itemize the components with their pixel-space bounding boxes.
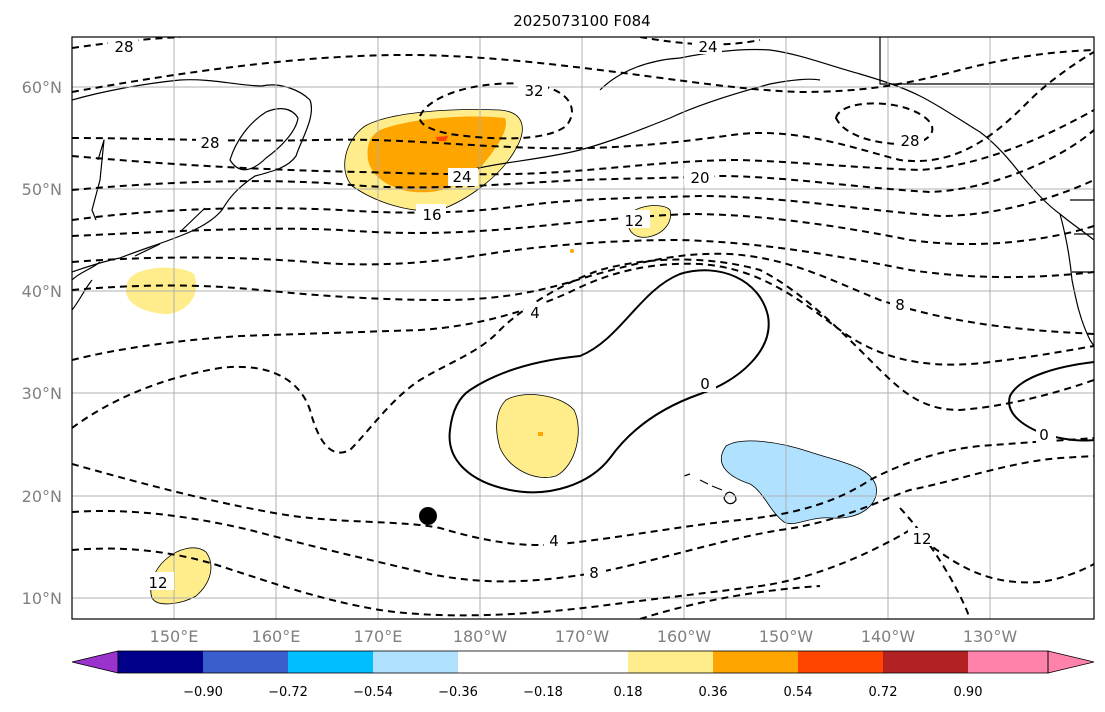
lat-tick-label: 10°N xyxy=(22,589,62,608)
colorbar-tick-label: −0.36 xyxy=(438,685,478,700)
gridlines xyxy=(72,37,1094,619)
lon-tick-label: 180°W xyxy=(453,627,508,646)
contour-label-group: 28 24 32 28 28 24 16 20 12 4 0 8 0 xyxy=(108,37,1056,592)
lat-tick-label: 50°N xyxy=(22,180,62,199)
colorbar-tick-label: −0.18 xyxy=(523,685,563,700)
lon-tick-label: 140°W xyxy=(861,627,916,646)
colorbar-segment xyxy=(713,651,798,673)
colorbar-segment xyxy=(798,651,883,673)
coastline-asia xyxy=(72,79,312,273)
coastline-japan xyxy=(72,261,101,311)
colorbar-tick-label: 0.90 xyxy=(954,685,983,700)
lat-tick-label: 30°N xyxy=(22,384,62,403)
colorbar-extend-low xyxy=(71,650,119,674)
contour-4b xyxy=(72,258,1094,454)
colorbar-extend-high xyxy=(1047,650,1095,674)
shade-region-negative xyxy=(720,440,877,525)
lat-tick-label: 20°N xyxy=(22,487,62,506)
colorbar-segment xyxy=(883,651,968,673)
contour-0-east xyxy=(1008,361,1094,442)
contour-north-1 xyxy=(72,49,1094,94)
lon-tick-label: 170°E xyxy=(354,627,403,646)
shade-region-central-peak xyxy=(538,432,543,436)
contour-label: 24 xyxy=(452,168,471,186)
contour-label: 8 xyxy=(895,296,905,314)
coastline-border xyxy=(879,37,1094,273)
contour-lines xyxy=(72,37,1094,619)
shade-speck xyxy=(570,249,574,253)
lon-tick-label: 130°W xyxy=(963,627,1018,646)
colorbar-tick-label: −0.90 xyxy=(183,685,223,700)
coastline-okhotsk-islands xyxy=(91,139,206,257)
contour-label: 4 xyxy=(530,304,540,322)
contour-label: 16 xyxy=(422,206,441,224)
map-background xyxy=(72,37,1094,619)
contour-label: 0 xyxy=(700,375,710,393)
lon-tick-label: 150°E xyxy=(150,627,199,646)
contour-label: 28 xyxy=(900,132,919,150)
shade-region-central xyxy=(496,394,579,478)
contour-label: 28 xyxy=(200,134,219,152)
coastline-aleutians xyxy=(469,78,821,171)
lon-tick-label: 170°W xyxy=(555,627,610,646)
contour-label: 12 xyxy=(148,574,167,592)
contour-label: 12 xyxy=(912,530,931,548)
colorbar: −0.90 −0.72 −0.54 −0.36 −0.18 0.18 0.36 … xyxy=(71,650,1095,700)
lon-tick-label: 160°E xyxy=(252,627,301,646)
colorbar-tick-label: −0.54 xyxy=(353,685,393,700)
latitude-tick-labels: 10°N 20°N 30°N 40°N 50°N 60°N xyxy=(22,78,62,608)
contour-8 xyxy=(72,252,1094,335)
lat-tick-label: 60°N xyxy=(22,78,62,97)
colorbar-tick-label: 0.18 xyxy=(614,685,643,700)
contour-28-main xyxy=(72,51,1094,163)
map-title: 2025073100 F084 xyxy=(513,12,650,30)
colorbar-tick-label: 0.36 xyxy=(699,685,728,700)
storm-position-dot xyxy=(419,507,437,525)
coastline-hawaii xyxy=(683,473,737,505)
contour-label: 32 xyxy=(524,82,543,100)
coastline-alaska xyxy=(599,48,1094,241)
lon-tick-label: 150°W xyxy=(759,627,814,646)
colorbar-segment xyxy=(543,651,628,673)
contour-24 xyxy=(72,109,1094,176)
coastline-kamchatka xyxy=(229,108,299,171)
colorbar-segment xyxy=(458,651,543,673)
contour-32 xyxy=(418,82,573,140)
contour-0-main xyxy=(448,269,770,494)
contour-4 xyxy=(72,262,1094,366)
contour-neg16 xyxy=(639,585,821,619)
contour-16 xyxy=(72,179,1094,221)
colorbar-segment xyxy=(628,651,713,673)
contour-12 xyxy=(72,212,1094,246)
colorbar-segment xyxy=(203,651,288,673)
contour-28-east xyxy=(834,102,934,145)
contour-label: 28 xyxy=(114,38,133,56)
contour-neg8 xyxy=(72,455,1094,583)
lat-tick-label: 40°N xyxy=(22,282,62,301)
colorbar-segment xyxy=(373,651,458,673)
map-frame xyxy=(71,36,1095,620)
contour-20 xyxy=(72,129,1094,194)
contour-12b xyxy=(72,238,1094,279)
contour-label: 0 xyxy=(1039,426,1049,444)
colorbar-tick-label: −0.72 xyxy=(268,685,308,700)
colorbar-segment xyxy=(288,651,373,673)
shade-region-north-peak xyxy=(436,136,448,141)
colorbar-tick-label: 0.72 xyxy=(869,685,898,700)
contour-neg12b xyxy=(899,507,971,619)
colorbar-segment xyxy=(118,651,203,673)
colorbar-tick-label: 0.54 xyxy=(784,685,813,700)
contour-label: 24 xyxy=(698,38,717,56)
map-content: 28 24 32 28 28 24 16 20 12 4 0 8 0 xyxy=(72,37,1094,619)
contour-label: 4 xyxy=(549,532,559,550)
longitude-tick-labels: 150°E 160°E 170°E 180°W 170°W 160°W 150°… xyxy=(150,627,1018,646)
lon-tick-label: 160°W xyxy=(657,627,712,646)
contour-label: 8 xyxy=(589,564,599,582)
contour-neg12 xyxy=(72,528,1094,617)
contour-label: 20 xyxy=(690,169,709,187)
contour-label: 12 xyxy=(624,212,643,230)
colorbar-segment xyxy=(968,651,1048,673)
